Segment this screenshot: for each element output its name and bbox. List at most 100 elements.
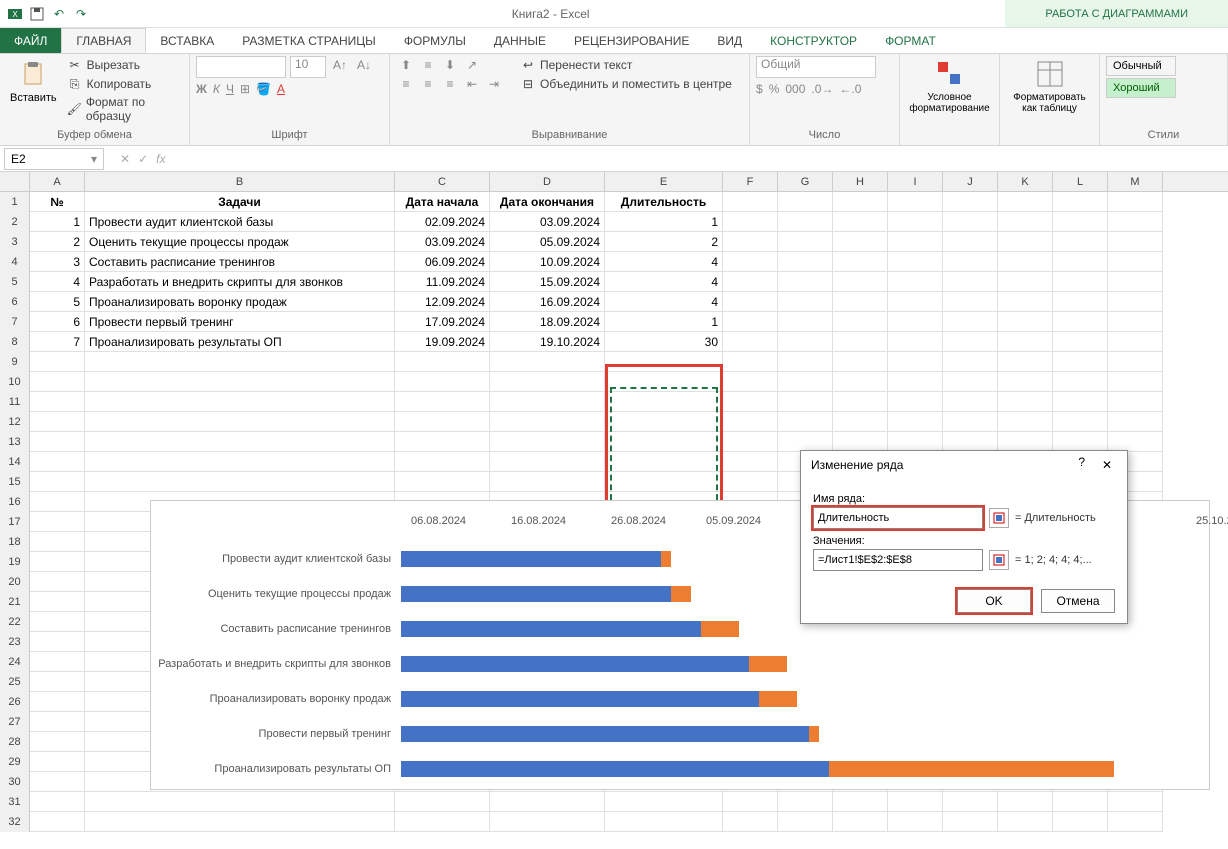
cell[interactable]: [1108, 412, 1163, 432]
row-header[interactable]: 22: [0, 612, 30, 632]
cell[interactable]: [30, 632, 85, 652]
percent-icon[interactable]: %: [769, 82, 780, 96]
cell[interactable]: [778, 412, 833, 432]
wrap-text-button[interactable]: ↩Перенести текст: [518, 56, 734, 74]
series-values-input[interactable]: [813, 549, 983, 571]
cell[interactable]: [1053, 792, 1108, 812]
cell[interactable]: [30, 412, 85, 432]
fx-icon[interactable]: fx: [156, 152, 165, 166]
col-header[interactable]: C: [395, 172, 490, 191]
cancel-formula-icon[interactable]: ✕: [120, 152, 130, 166]
tab-formulas[interactable]: ФОРМУЛЫ: [390, 28, 480, 53]
cell[interactable]: [395, 372, 490, 392]
align-top-icon[interactable]: ⬆: [396, 56, 416, 74]
cell[interactable]: [998, 332, 1053, 352]
chart-bar-start[interactable]: [401, 726, 809, 742]
col-header[interactable]: D: [490, 172, 605, 191]
cell[interactable]: [1053, 252, 1108, 272]
enter-formula-icon[interactable]: ✓: [138, 152, 148, 166]
close-icon[interactable]: ✕: [1097, 455, 1117, 475]
cell[interactable]: 4: [605, 272, 723, 292]
cell[interactable]: [943, 372, 998, 392]
cell[interactable]: [30, 732, 85, 752]
col-header[interactable]: F: [723, 172, 778, 191]
cell[interactable]: [723, 812, 778, 832]
cell[interactable]: [85, 412, 395, 432]
formula-input[interactable]: [177, 148, 1228, 170]
cell[interactable]: [943, 252, 998, 272]
cell[interactable]: [1108, 232, 1163, 252]
col-header[interactable]: A: [30, 172, 85, 191]
cell[interactable]: [943, 272, 998, 292]
cell[interactable]: [395, 352, 490, 372]
cell[interactable]: [998, 232, 1053, 252]
row-header[interactable]: 26: [0, 692, 30, 712]
tab-layout[interactable]: РАЗМЕТКА СТРАНИЦЫ: [228, 28, 390, 53]
cell[interactable]: [833, 812, 888, 832]
cell[interactable]: [1053, 432, 1108, 452]
cell[interactable]: [888, 332, 943, 352]
cell[interactable]: [778, 392, 833, 412]
orientation-icon[interactable]: ↗: [462, 56, 482, 74]
cell[interactable]: [723, 212, 778, 232]
cell[interactable]: [30, 772, 85, 792]
cell[interactable]: [85, 392, 395, 412]
style-good[interactable]: Хороший: [1106, 78, 1176, 98]
row-header[interactable]: 21: [0, 592, 30, 612]
cell[interactable]: 11.09.2024: [395, 272, 490, 292]
tab-file[interactable]: ФАЙЛ: [0, 28, 61, 53]
cell[interactable]: 1: [30, 212, 85, 232]
row-header[interactable]: 7: [0, 312, 30, 332]
cell[interactable]: [778, 252, 833, 272]
cell[interactable]: 4: [605, 252, 723, 272]
cell[interactable]: [888, 232, 943, 252]
cell[interactable]: [833, 272, 888, 292]
row-header[interactable]: 23: [0, 632, 30, 652]
cell[interactable]: [723, 312, 778, 332]
cell[interactable]: [943, 212, 998, 232]
cell[interactable]: [998, 212, 1053, 232]
cell[interactable]: [1053, 352, 1108, 372]
cell[interactable]: [998, 792, 1053, 812]
cell[interactable]: 4: [605, 292, 723, 312]
cell[interactable]: [30, 532, 85, 552]
cell[interactable]: 2: [605, 232, 723, 252]
row-header[interactable]: 9: [0, 352, 30, 372]
cell[interactable]: [1108, 352, 1163, 372]
cell[interactable]: [833, 332, 888, 352]
cell[interactable]: 10.09.2024: [490, 252, 605, 272]
row-header[interactable]: 13: [0, 432, 30, 452]
cell[interactable]: [85, 432, 395, 452]
cell[interactable]: [605, 812, 723, 832]
cell[interactable]: Оценить текущие процессы продаж: [85, 232, 395, 252]
cell[interactable]: [723, 452, 778, 472]
cell[interactable]: [490, 392, 605, 412]
cell[interactable]: [943, 792, 998, 812]
row-header[interactable]: 27: [0, 712, 30, 732]
cell[interactable]: 4: [30, 272, 85, 292]
col-header[interactable]: I: [888, 172, 943, 191]
cell[interactable]: [1108, 392, 1163, 412]
row-header[interactable]: 29: [0, 752, 30, 772]
row-header[interactable]: 32: [0, 812, 30, 832]
underline-button[interactable]: Ч: [226, 82, 234, 96]
row-header[interactable]: 2: [0, 212, 30, 232]
cell[interactable]: [778, 432, 833, 452]
chart-bar-start[interactable]: [401, 621, 701, 637]
cell[interactable]: [888, 272, 943, 292]
cell[interactable]: [490, 472, 605, 492]
grow-font-icon[interactable]: A↑: [330, 56, 350, 74]
tab-insert[interactable]: ВСТАВКА: [146, 28, 228, 53]
cell[interactable]: [1053, 812, 1108, 832]
cell[interactable]: [1053, 332, 1108, 352]
border-button[interactable]: ⊞: [240, 82, 250, 96]
undo-icon[interactable]: ↶: [50, 5, 68, 23]
cell[interactable]: [723, 252, 778, 272]
chart-bar-start[interactable]: [401, 586, 671, 602]
cell[interactable]: [490, 792, 605, 812]
range-picker-icon[interactable]: [989, 550, 1009, 570]
cell[interactable]: [778, 352, 833, 372]
cell[interactable]: [723, 432, 778, 452]
row-header[interactable]: 14: [0, 452, 30, 472]
cell[interactable]: [85, 792, 395, 812]
